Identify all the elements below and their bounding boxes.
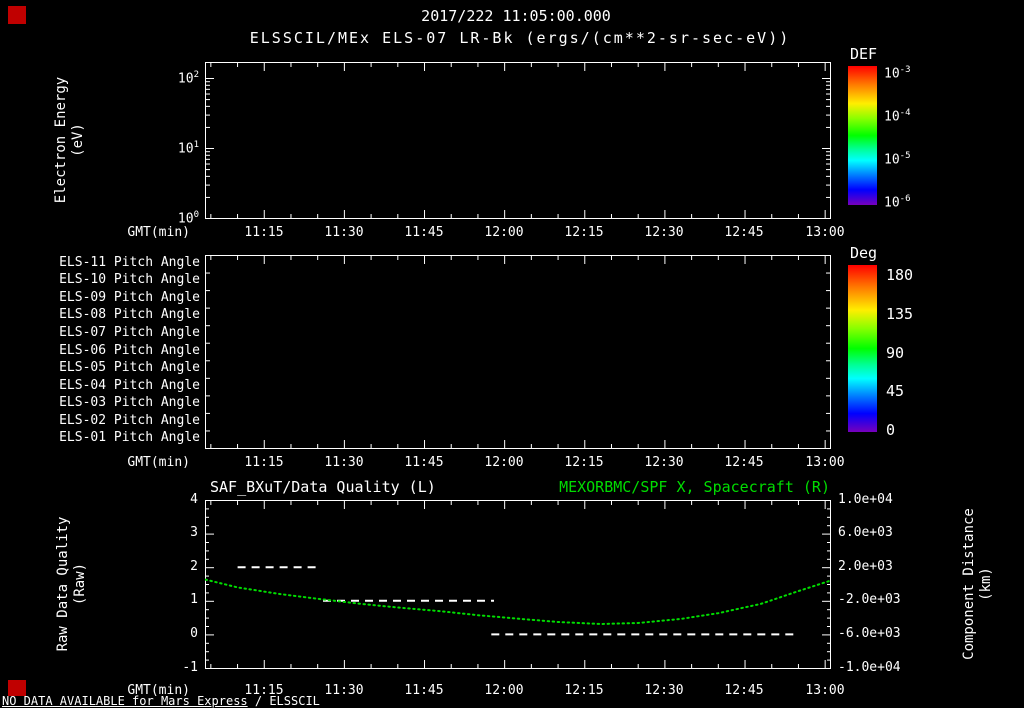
p3-left-ytick: 1 [190, 592, 198, 607]
p3-right-ytick: -6.0e+03 [838, 626, 901, 641]
x-tick-label: 11:45 [404, 455, 444, 470]
p3-left-y-axis-label-line2: (Raw) [72, 562, 88, 606]
pitch-row-label: ELS-09 Pitch Angle [59, 290, 200, 305]
x-tick-label: 13:00 [805, 225, 845, 240]
x-tick-label: 12:00 [484, 455, 524, 470]
p3-right-ytick: 1.0e+04 [838, 492, 893, 507]
x-tick-label: 12:15 [564, 455, 604, 470]
x-tick-label: 12:00 [484, 683, 524, 698]
p1-y-axis-label-line1: Electron Energy [53, 76, 69, 204]
p3-left-ytick: 0 [190, 626, 198, 641]
def-cbar-tick: 10-5 [884, 151, 911, 168]
pitch-row-label: ELS-03 Pitch Angle [59, 395, 200, 410]
p3-right-ytick: -1.0e+04 [838, 660, 901, 675]
red-marker-top-left [8, 6, 26, 24]
x-tick-label: 12:30 [644, 225, 684, 240]
deg-colorbar-title: Deg [850, 244, 878, 262]
x-tick-label: 12:45 [724, 455, 764, 470]
pitch-row-label: ELS-11 Pitch Angle [59, 255, 200, 270]
x-tick-label: 12:45 [724, 225, 764, 240]
deg-cbar-tick: 0 [886, 421, 896, 439]
x-tick-label: 11:45 [404, 683, 444, 698]
pitch-row-label: ELS-10 Pitch Angle [59, 272, 200, 287]
x-tick-label: 12:45 [724, 683, 764, 698]
p1-ytick-1e2: 102 [177, 70, 199, 87]
pitch-row-label: ELS-01 Pitch Angle [59, 430, 200, 445]
pitch-row-label: ELS-04 Pitch Angle [59, 378, 200, 393]
x-tick-label: 11:30 [324, 455, 364, 470]
quality-distance-plot [205, 500, 831, 669]
p3-left-y-axis-label-line1: Raw Data Quality [55, 516, 71, 652]
p3-title-right: MEXORBMC/SPF X, Spacecraft (R) [559, 478, 830, 496]
x-tick-label: 12:15 [564, 683, 604, 698]
energy-spectrogram-plot [205, 62, 831, 219]
x-tick-label: 11:30 [324, 683, 364, 698]
p3-right-ytick: 2.0e+03 [838, 559, 893, 574]
pitch-row-label: ELS-05 Pitch Angle [59, 360, 200, 375]
def-cbar-tick: 10-6 [884, 194, 911, 211]
x-tick-label: 12:30 [644, 683, 684, 698]
red-marker-bottom-left [8, 680, 26, 696]
p3-right-y-axis-label-line2: (km) [978, 567, 994, 601]
p3-right-y-axis-label: Component Distance (km) [961, 508, 995, 660]
no-data-message-main: NO DATA AVAILABLE for Mars Express [2, 694, 248, 708]
x-tick-label: 13:00 [805, 455, 845, 470]
p3-left-ytick: 4 [190, 492, 198, 507]
x-tick-label: 11:15 [244, 225, 284, 240]
p1-ytick-1e0: 100 [177, 210, 199, 227]
p3-x-axis-label: GMT(min) [127, 683, 190, 698]
no-data-message: NO DATA AVAILABLE for Mars Express / ELS… [2, 694, 320, 708]
p3-left-ytick: -1 [182, 660, 198, 675]
pitch-row-label: ELS-07 Pitch Angle [59, 325, 200, 340]
p3-left-y-axis-label: Raw Data Quality (Raw) [55, 517, 89, 652]
x-tick-label: 12:00 [484, 225, 524, 240]
deg-colorbar [848, 265, 877, 432]
p3-left-ytick: 3 [190, 525, 198, 540]
deg-cbar-tick: 90 [886, 344, 905, 362]
def-cbar-tick: 10-4 [884, 108, 911, 125]
x-tick-label: 11:15 [244, 683, 284, 698]
p1-x-axis-label: GMT(min) [127, 225, 190, 240]
plot-timestamp: 2017/222 11:05:00.000 [421, 7, 611, 25]
deg-cbar-tick: 135 [886, 305, 914, 323]
x-tick-label: 13:00 [805, 683, 845, 698]
no-data-message-suffix: / ELSSCIL [247, 694, 320, 708]
pitch-row-label: ELS-06 Pitch Angle [59, 343, 200, 358]
p1-y-axis-label-line2: (eV) [70, 123, 86, 157]
deg-cbar-tick: 45 [886, 382, 905, 400]
p2-x-axis-label: GMT(min) [127, 455, 190, 470]
x-tick-label: 11:45 [404, 225, 444, 240]
p3-right-ytick: -2.0e+03 [838, 592, 901, 607]
x-tick-label: 12:15 [564, 225, 604, 240]
p1-y-axis-label: Electron Energy (eV) [53, 77, 87, 203]
pitch-row-label: ELS-02 Pitch Angle [59, 413, 200, 428]
x-tick-label: 11:30 [324, 225, 364, 240]
p3-right-ytick: 6.0e+03 [838, 525, 893, 540]
pitch-angle-plot [205, 255, 831, 449]
p3-right-y-axis-label-line1: Component Distance [961, 508, 977, 660]
plot-subtitle: ELSSCIL/MEx ELS-07 LR-Bk (ergs/(cm**2-sr… [249, 29, 791, 47]
def-cbar-tick: 10-3 [884, 65, 911, 82]
p3-title-left: SAF_BXuT/Data Quality (L) [210, 478, 436, 496]
deg-cbar-tick: 180 [886, 266, 914, 284]
x-tick-label: 11:15 [244, 455, 284, 470]
def-colorbar-title: DEF [850, 45, 878, 63]
x-tick-label: 12:30 [644, 455, 684, 470]
def-colorbar [848, 66, 877, 205]
p3-left-ytick: 2 [190, 559, 198, 574]
p1-ytick-1e1: 101 [177, 140, 199, 157]
pitch-row-label: ELS-08 Pitch Angle [59, 307, 200, 322]
